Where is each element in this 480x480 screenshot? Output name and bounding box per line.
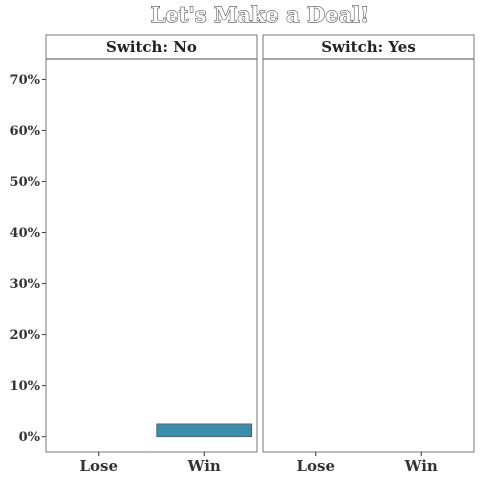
y-tick-label: 20% <box>10 328 41 343</box>
x-tick-label: Win <box>187 457 221 475</box>
y-tick-label: 40% <box>10 226 41 241</box>
y-tick-label: 70% <box>10 73 41 88</box>
x-tick-label: Lose <box>79 457 118 475</box>
y-tick-label: 60% <box>10 124 41 139</box>
chart-title: Let's Make a Deal! <box>151 2 370 27</box>
facet-strip-label: Switch: Yes <box>321 38 416 56</box>
y-tick-label: 0% <box>19 430 41 445</box>
panel-frame <box>45 58 258 453</box>
facet-strip-label: Switch: No <box>106 38 197 56</box>
y-tick-label: 50% <box>10 175 41 190</box>
bar-win <box>156 423 253 438</box>
panel-frame <box>262 58 475 453</box>
facet-strip <box>262 34 475 60</box>
y-tick-label: 10% <box>10 379 41 394</box>
x-tick-label: Win <box>404 457 438 475</box>
facet-strip <box>45 34 258 60</box>
y-tick-label: 30% <box>10 277 41 292</box>
x-tick-label: Lose <box>296 457 335 475</box>
